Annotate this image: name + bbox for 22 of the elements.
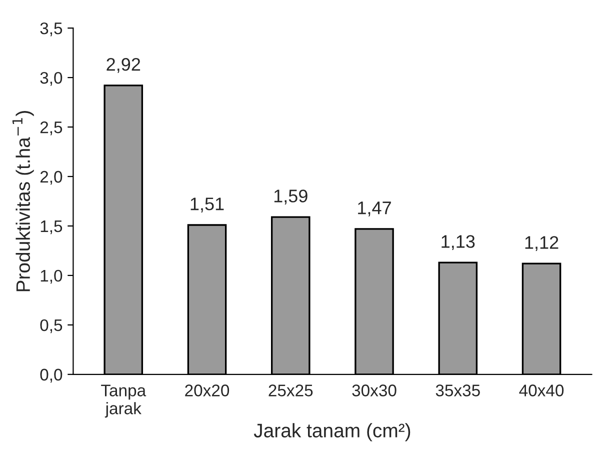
x-tick-label: Tanpa jarak [101, 384, 146, 418]
data-label: 1,59 [274, 190, 308, 205]
data-label: 1,13 [442, 235, 475, 250]
y-tick-label: 3,0 [40, 72, 62, 86]
y-tick-label: 2,0 [40, 170, 62, 185]
x-tick-label: 20x20 [185, 384, 230, 396]
data-label: 1,47 [358, 202, 391, 216]
x-tick-label: 35x35 [436, 384, 480, 396]
x-tick-label: 40x40 [519, 384, 564, 396]
y-tick-label: 0,5 [40, 319, 62, 334]
x-tick-label: 30x30 [352, 384, 396, 396]
y-tick-label: 3,5 [40, 22, 62, 36]
y-tick-label: 1,5 [40, 220, 62, 234]
y-tick-label: 0,0 [40, 368, 62, 383]
x-tick-label: 25x25 [268, 384, 313, 396]
data-label: 2,92 [106, 58, 140, 73]
data-label: 1,51 [190, 198, 224, 212]
data-label: 1,12 [525, 236, 558, 252]
y-axis-title: Produktivitas (t.ha$^{−1}$) [12, 111, 34, 292]
y-tick-label: 1,0 [40, 270, 62, 284]
x-axis-title: Jarak tanam (cm²) [254, 423, 410, 442]
y-tick-label: 2,5 [40, 121, 62, 136]
